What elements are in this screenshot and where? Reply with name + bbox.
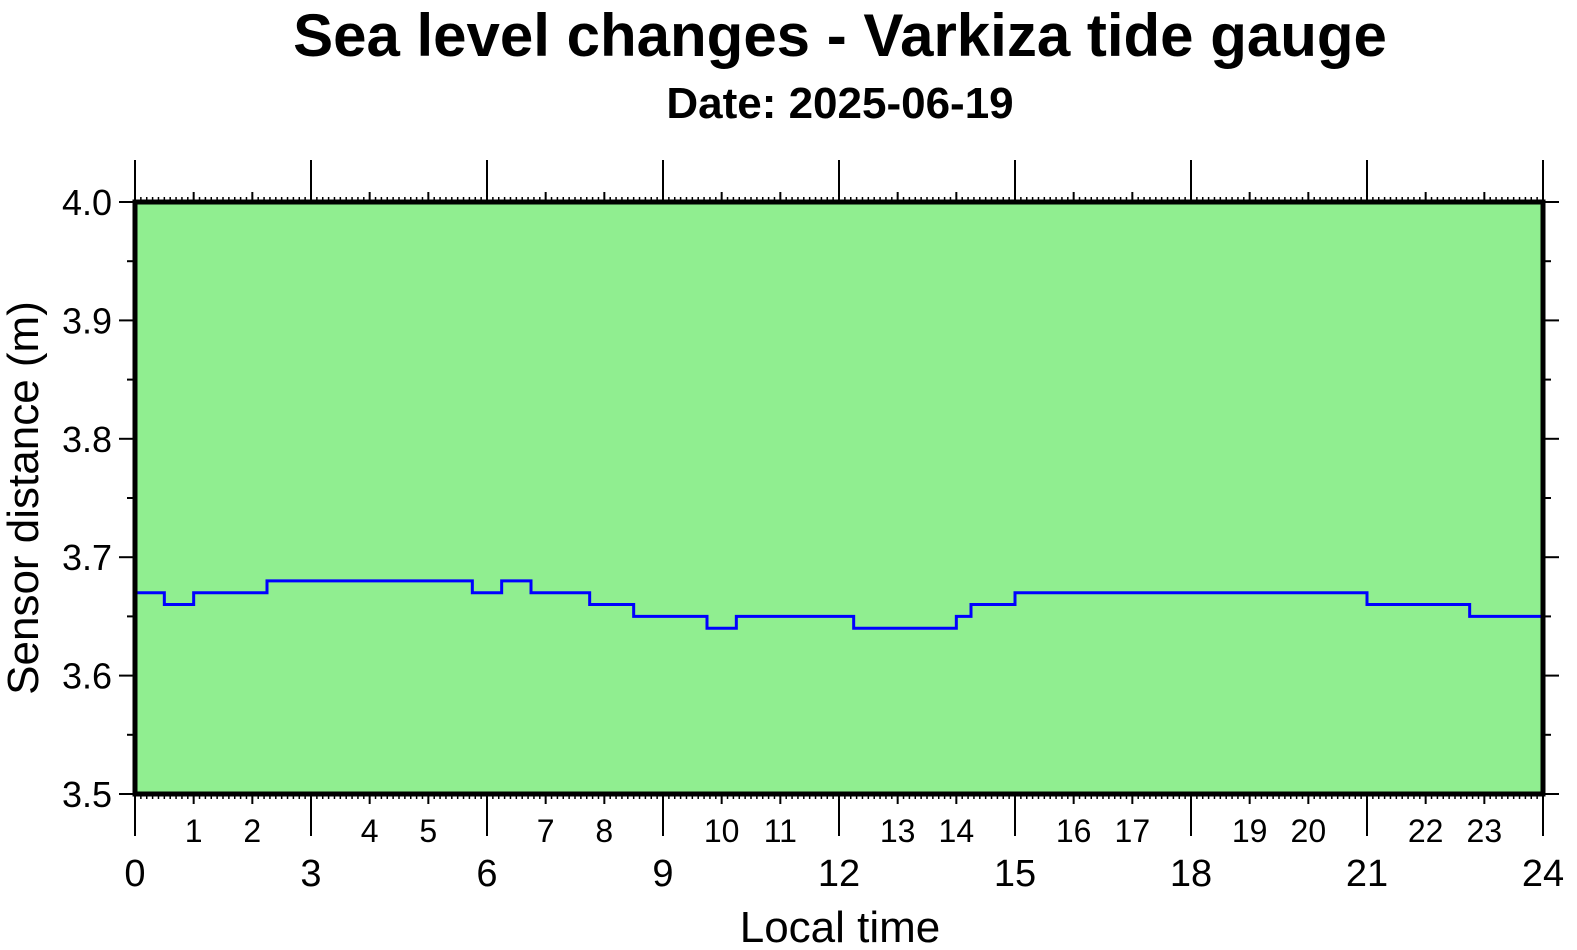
x-major-tick-label: 3: [300, 853, 321, 895]
y-tick-label: 3.7: [62, 537, 112, 578]
x-major-tick-label: 15: [994, 853, 1036, 895]
chart-title: Sea level changes - Varkiza tide gauge: [293, 2, 1387, 69]
x-hour-tick-label: 20: [1291, 813, 1327, 849]
x-hour-tick-label: 23: [1467, 813, 1503, 849]
x-hour-tick-label: 14: [939, 813, 975, 849]
sea-level-series-line: [135, 579, 1545, 630]
x-major-tick-label: 18: [1170, 853, 1212, 895]
x-hour-tick-label: 13: [880, 813, 916, 849]
x-hour-tick-label: 16: [1056, 813, 1092, 849]
y-tick-label: 3.6: [62, 656, 112, 697]
x-hour-tick-label: 8: [595, 813, 613, 849]
y-axis-label: Sensor distance (m): [0, 301, 48, 695]
x-minor-tick-labels: 1 2 4 5 7 8 10 11 13 14 16 17 19 20 22 23: [185, 813, 1502, 849]
x-major-tick-label: 24: [1522, 853, 1564, 895]
x-hour-tick-label: 7: [537, 813, 555, 849]
x-major-tick-label: 12: [818, 853, 860, 895]
y-tick-label: 3.9: [62, 300, 112, 341]
x-hour-tick-label: 1: [185, 813, 203, 849]
x-hour-tick-label: 5: [419, 813, 437, 849]
chart-subtitle: Date: 2025-06-19: [666, 79, 1013, 128]
x-major-tick-label: 9: [652, 853, 673, 895]
x-hour-tick-label: 2: [243, 813, 261, 849]
y-tick-label: 3.8: [62, 419, 112, 460]
x-hour-tick-label: 22: [1408, 813, 1444, 849]
x-major-tick-labels: 0 3 6 9 12 15 18 21 24: [124, 853, 1564, 895]
x-hour-tick-label: 19: [1232, 813, 1268, 849]
plot-area: [135, 202, 1543, 794]
plot-frame: [132, 199, 1546, 797]
y-tick-labels: 3.5 3.6 3.7 3.8 3.9 4.0: [62, 182, 112, 815]
x-axis-label: Local time: [740, 903, 941, 950]
y-tick-label: 4.0: [62, 182, 112, 223]
x-major-tick-label: 21: [1346, 853, 1388, 895]
x-hour-tick-label: 4: [361, 813, 379, 849]
x-major-tick-label: 0: [124, 853, 145, 895]
x-hour-tick-label: 17: [1115, 813, 1151, 849]
x-hour-tick-label: 10: [704, 813, 740, 849]
y-tick-label: 3.5: [62, 774, 112, 815]
x-major-tick-label: 6: [476, 853, 497, 895]
x-hour-tick-label: 11: [764, 813, 797, 849]
